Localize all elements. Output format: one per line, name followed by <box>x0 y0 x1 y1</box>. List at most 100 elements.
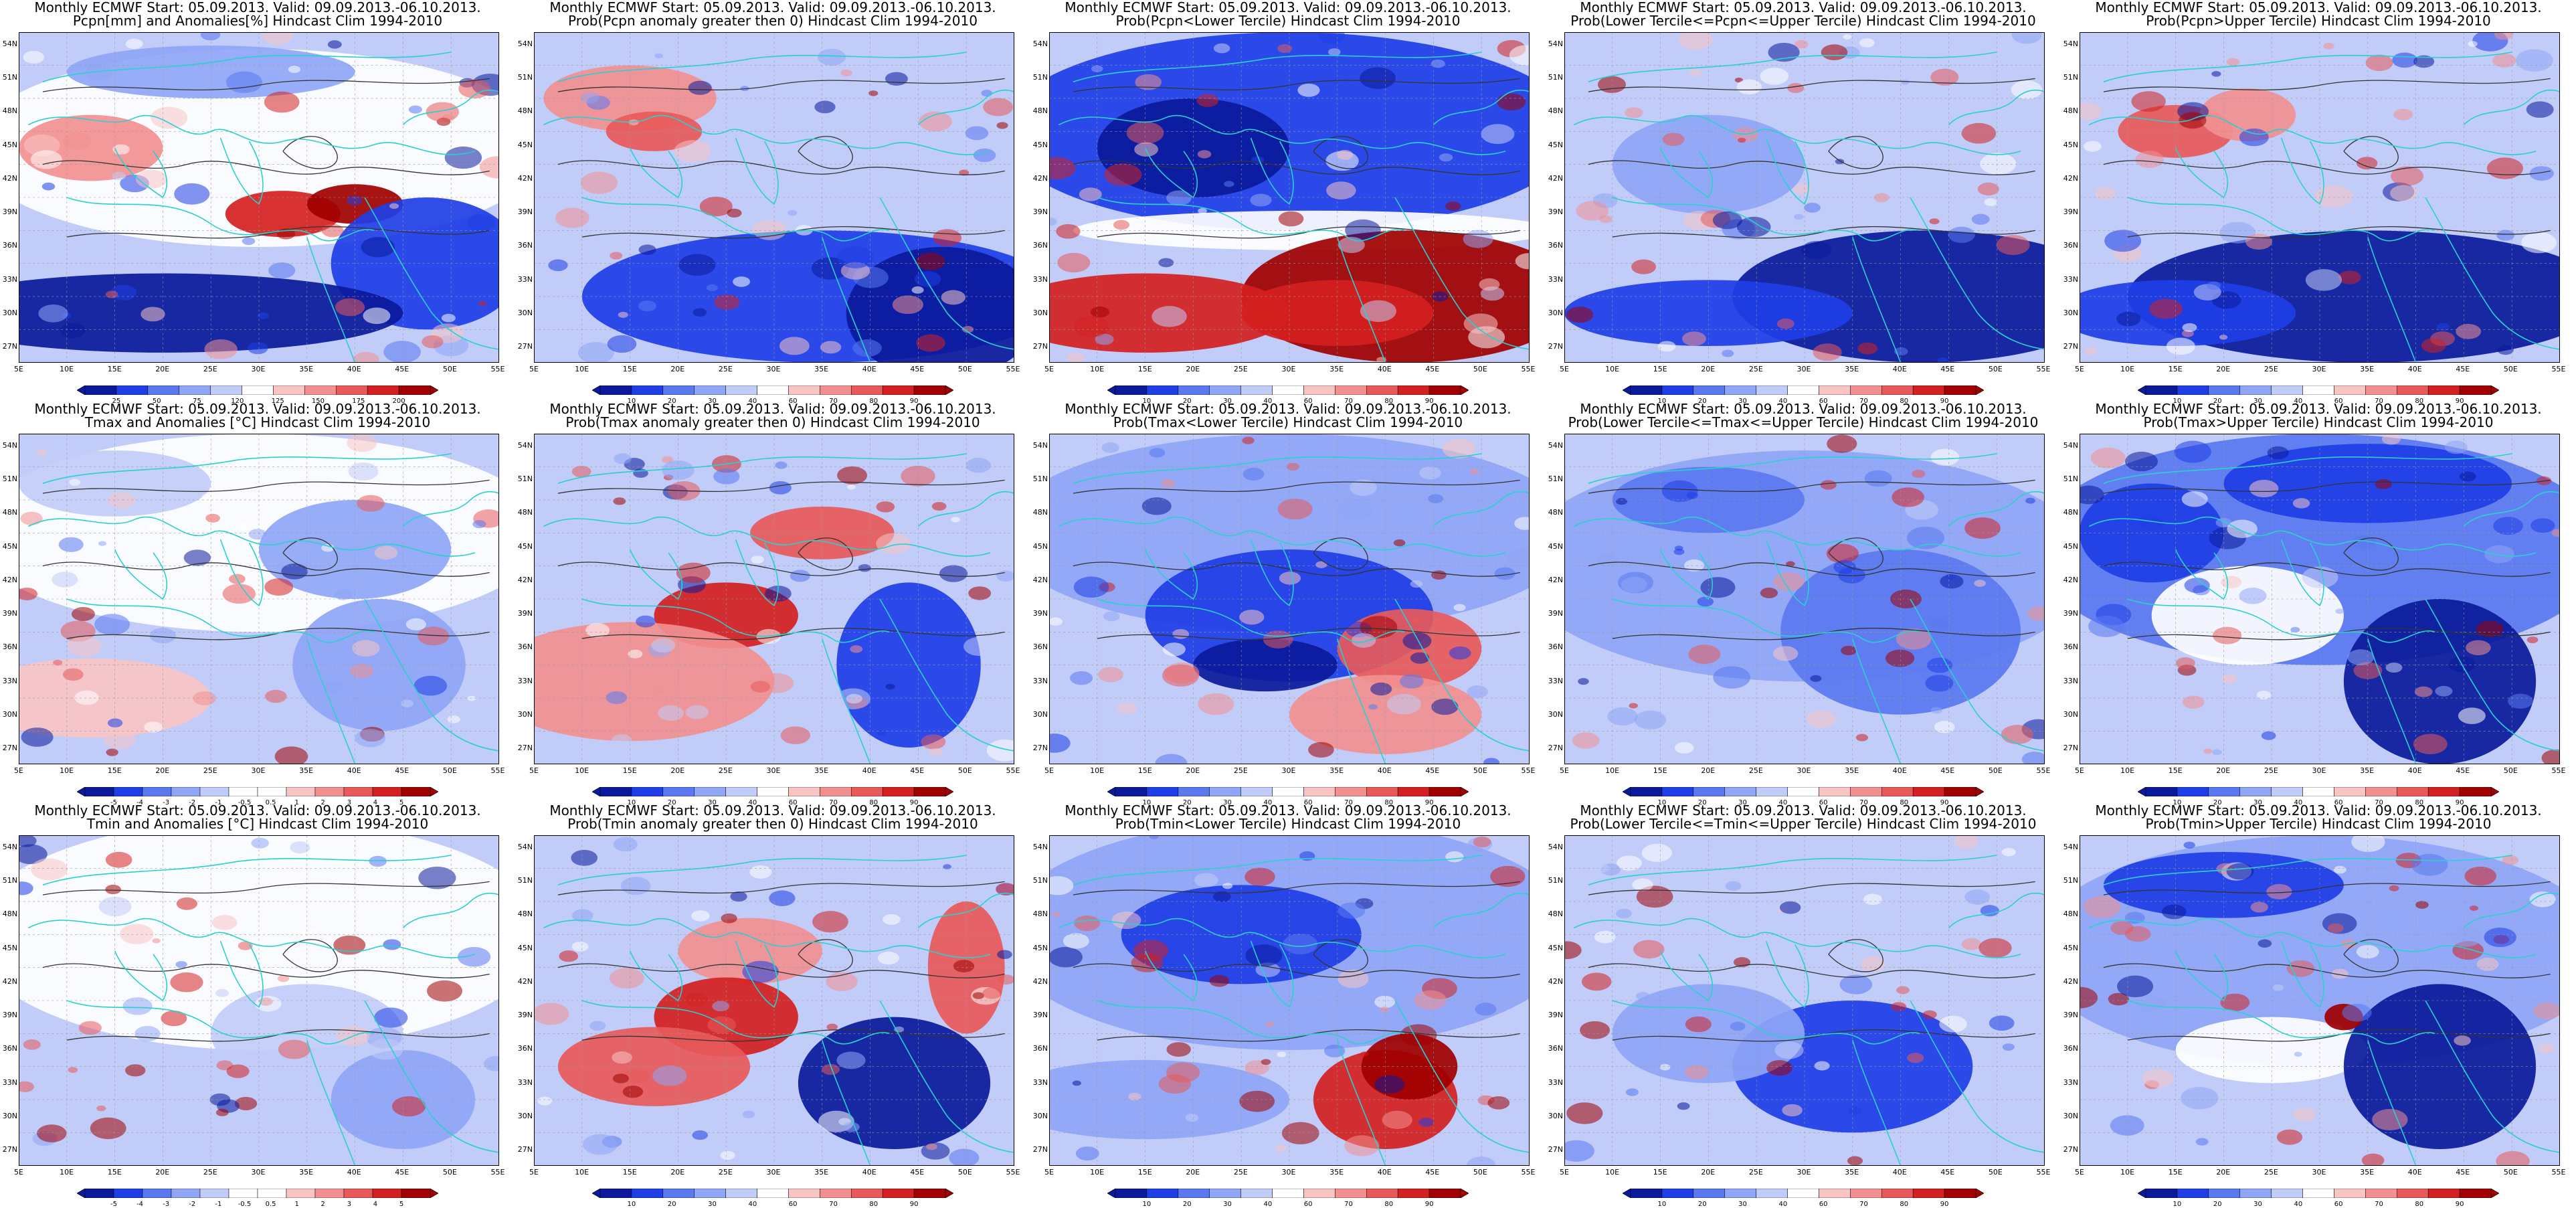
longitude-label: 55E <box>2551 365 2566 373</box>
coastline <box>1910 1000 2045 1153</box>
coastline <box>1852 1039 1902 1166</box>
field-shading <box>355 729 386 748</box>
colorbar: 10 20 30 40 60 70 80 90 <box>592 787 953 806</box>
longitude-label: 15E <box>1653 365 1667 373</box>
colorbar-swatch <box>2459 1189 2492 1198</box>
field-shading <box>1079 187 1102 201</box>
field-shading <box>2331 968 2349 979</box>
colorbar-tick-label: 120 <box>231 398 244 405</box>
field-shading <box>618 311 628 318</box>
coastline <box>27 516 476 557</box>
field-shading <box>1350 479 1377 496</box>
latitude-label: 36N <box>1032 1044 1048 1053</box>
longitude-label: 50E <box>957 1168 972 1177</box>
longitude-label: 20E <box>670 766 685 775</box>
map-field <box>2080 32 2560 363</box>
colorbar-tick-label: 2 <box>320 799 325 806</box>
panel-title-line1: Monthly ECMWF Start: 05.09.2013. Valid: … <box>2095 401 2542 417</box>
latitude-label: 27N <box>1548 744 1563 752</box>
field-shading <box>986 739 1014 762</box>
latitude-label: 39N <box>517 1011 533 1020</box>
longitude-label: 40E <box>347 365 361 373</box>
latitude-label: 39N <box>1032 207 1048 217</box>
field-shading <box>610 252 623 260</box>
latitude-label: 48N <box>2063 910 2078 919</box>
field-shading <box>2521 232 2557 254</box>
panel-title-line1: Monthly ECMWF Start: 05.09.2013. Valid: … <box>549 0 996 15</box>
longitude-label: 25E <box>2264 766 2278 775</box>
field-shading <box>1297 83 1320 97</box>
field-shading <box>1925 675 1954 692</box>
longitude-label: 55E <box>2551 766 2566 775</box>
field-shading <box>413 675 448 696</box>
longitude-label: 40E <box>2407 766 2422 775</box>
colorbar-swatch <box>1693 385 1725 395</box>
field-shading <box>780 726 810 745</box>
field-shading <box>2476 620 2504 638</box>
coastline <box>581 197 890 242</box>
field-shading <box>953 960 975 972</box>
colorbar-swatch <box>2397 385 2429 395</box>
latitude-label: 36N <box>1032 642 1048 652</box>
colorbar-swatch <box>851 787 883 796</box>
latitude-label: 48N <box>1032 106 1048 116</box>
field-shading <box>2351 835 2385 853</box>
field-shading <box>1399 674 1424 689</box>
latitude-label: 51N <box>1548 876 1563 885</box>
colorbar: 25 50 75 120 125 150 175 200 <box>77 385 438 405</box>
coastline <box>1765 137 1809 205</box>
coastline <box>822 236 871 363</box>
longitude-label: 35E <box>814 766 829 775</box>
colorbar-swatch <box>1787 787 1819 796</box>
colorbar-swatch <box>1630 1189 1663 1198</box>
field-shading <box>1682 331 1706 346</box>
latitude-label: 30N <box>2 709 17 719</box>
field-shading <box>363 307 391 325</box>
longitude-label: 30E <box>1281 365 1296 373</box>
field-shading <box>1657 341 1676 352</box>
field-shading <box>1885 649 1915 667</box>
latitude-label: 27N <box>2063 744 2078 752</box>
colorbar-swatch <box>631 787 664 796</box>
longitude-label: 40E <box>862 1168 877 1177</box>
field-shading <box>1826 543 1859 564</box>
latitude-label: 30N <box>517 1111 533 1120</box>
field-shading <box>1565 914 1582 925</box>
field-shading <box>2250 901 2268 913</box>
field-shading <box>1980 153 2017 175</box>
field-shading <box>2493 517 2523 535</box>
latitude-label: 39N <box>2 207 17 217</box>
coastline <box>1852 236 1902 363</box>
field-shading <box>427 980 462 1002</box>
latitude-label: 30N <box>2063 308 2078 317</box>
colorbar-swatch <box>1272 1189 1304 1198</box>
field-shading <box>1215 1156 1241 1166</box>
field-shading <box>534 1003 569 1025</box>
coastline <box>1337 236 1386 363</box>
field-shading <box>147 522 164 532</box>
latitude-label: 51N <box>2 474 17 484</box>
field-shading <box>2389 885 2399 891</box>
longitude-label: 55E <box>490 1168 505 1177</box>
field-shading <box>2508 693 2533 709</box>
field-shading <box>929 748 943 756</box>
longitude-label: 15E <box>107 365 122 373</box>
field-shading <box>949 1148 980 1166</box>
colorbar-swatch <box>1724 787 1756 796</box>
longitude-label: 20E <box>1186 1168 1200 1177</box>
colorbar-max-arrow <box>1460 385 1469 395</box>
coastline <box>2425 1000 2560 1153</box>
field-shading <box>1964 517 2001 539</box>
coastline <box>114 147 168 199</box>
latitude-label: 39N <box>1032 1011 1048 1020</box>
field-shading <box>1104 163 1142 186</box>
latitude-label: 36N <box>2063 1044 2078 1053</box>
field-shading <box>983 98 1014 116</box>
field-shading <box>90 1117 126 1140</box>
coastline <box>2367 1039 2417 1166</box>
longitude-label: 20E <box>2216 766 2231 775</box>
longitude-label: 15E <box>2168 1168 2183 1177</box>
field-shading <box>817 48 846 66</box>
field-shading <box>2292 498 2310 509</box>
map-panel: Monthly ECMWF Start: 05.09.2013. Valid: … <box>0 402 515 806</box>
